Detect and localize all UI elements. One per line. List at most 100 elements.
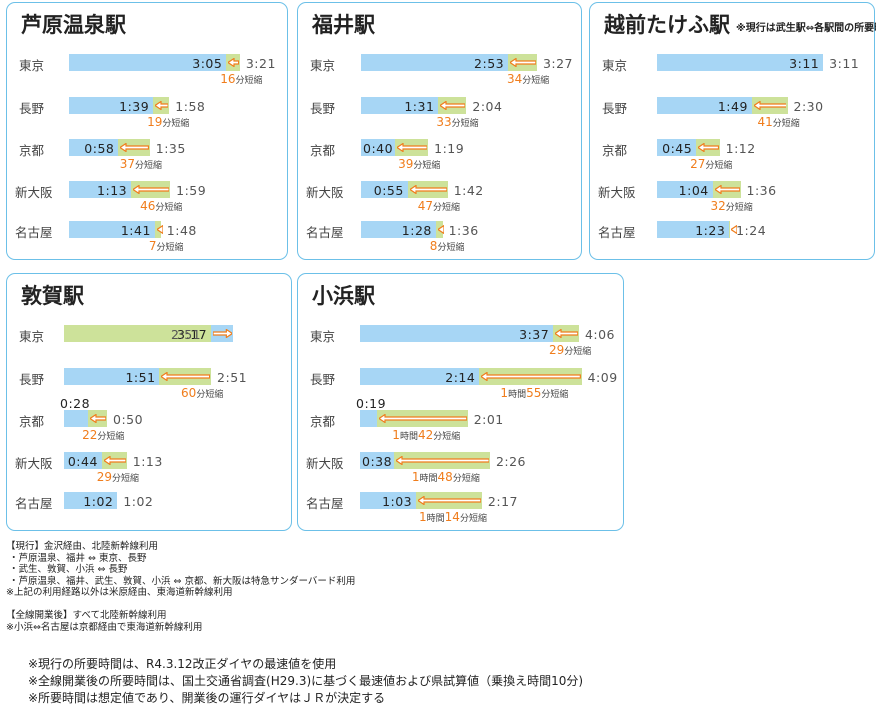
new-time-bar bbox=[64, 492, 118, 509]
panel-title: 越前たけふ駅 ※現行は武生駅⇔各駅間の所要時間 bbox=[604, 9, 876, 39]
new-time-bar bbox=[64, 452, 102, 469]
arrow-shape bbox=[395, 456, 489, 465]
arrow-shape bbox=[161, 372, 211, 381]
new-time-label: 0:28 bbox=[60, 396, 91, 411]
time-saved-label: 16分短縮 bbox=[220, 73, 262, 87]
arrow-glyph bbox=[103, 456, 126, 465]
category-label: 新大阪 bbox=[598, 185, 636, 200]
arrow-glyph bbox=[440, 101, 466, 110]
time-saved-label: 46分短縮 bbox=[140, 200, 182, 214]
new-time-label: 1:49 bbox=[717, 99, 748, 114]
shortening-arrow bbox=[378, 414, 467, 423]
shortening-arrow bbox=[228, 58, 239, 67]
arrow-shape bbox=[90, 414, 106, 423]
category-label: 名古屋 bbox=[306, 225, 344, 240]
current-time-label: 2:26 bbox=[495, 454, 527, 469]
arrow-glyph bbox=[155, 101, 169, 110]
new-time-bar bbox=[361, 97, 439, 114]
saved-minutes: 22 bbox=[82, 428, 98, 442]
saved-unit: 分短縮 bbox=[451, 119, 479, 129]
shortening-arrow bbox=[753, 101, 787, 110]
saved-minutes: 29 bbox=[548, 343, 565, 357]
new-time-bar bbox=[69, 139, 119, 156]
new-time-label: 0:45 bbox=[662, 141, 693, 156]
category-label: 新大阪 bbox=[306, 456, 344, 471]
new-time-label: 0:38 bbox=[362, 454, 393, 469]
saved-unit: 分短縮 bbox=[156, 243, 184, 253]
shortening-arrow bbox=[481, 372, 581, 381]
new-time-bar bbox=[361, 54, 509, 71]
new-time-label: 1:23 bbox=[695, 223, 726, 238]
shortening-arrow bbox=[437, 225, 444, 234]
time-saved-label: 37分短縮 bbox=[120, 158, 162, 172]
route-notes: 【現行】金沢経由、北陸新幹線利用 ・芦原温泉、福井 ⇔ 東京、長野 ・武生、敦賀… bbox=[6, 541, 356, 633]
time-saved-label: 8分短縮 bbox=[430, 240, 465, 254]
arrow-shape bbox=[120, 143, 149, 152]
shortening-arrow bbox=[418, 496, 481, 505]
saved-minutes: 16 bbox=[220, 72, 236, 86]
new-time-label: 1:31 bbox=[404, 99, 435, 114]
new-time-bar bbox=[657, 54, 824, 71]
new-time-label: 3:05 bbox=[192, 56, 223, 71]
saved-unit: 分短縮 bbox=[162, 119, 190, 129]
arrow-glyph bbox=[90, 414, 106, 423]
saved-minutes: 29 bbox=[96, 470, 113, 484]
new-time-bar bbox=[361, 181, 408, 198]
new-time-label: 1:02 bbox=[83, 494, 114, 509]
arrow-shape bbox=[213, 329, 233, 338]
saved-hours: 1 bbox=[500, 386, 509, 400]
new-time-bar bbox=[657, 139, 697, 156]
station-name: 小浜駅 bbox=[312, 284, 375, 308]
shortening-arrow bbox=[133, 185, 170, 194]
saved-minutes: 42 bbox=[417, 428, 434, 442]
current-time-label: 3:21 bbox=[245, 56, 276, 71]
saved-unit: 分短縮 bbox=[452, 474, 480, 484]
new-time-bar bbox=[361, 139, 395, 156]
panel-title: 福井駅 bbox=[312, 9, 375, 39]
saved-unit: 分短縮 bbox=[112, 474, 140, 484]
arrow-shape bbox=[510, 58, 536, 67]
category-label: 長野 bbox=[310, 101, 336, 116]
current-time-label: 1:19 bbox=[434, 141, 465, 156]
saved-minutes: 46 bbox=[140, 199, 156, 213]
new-time-label: 3:37 bbox=[519, 327, 550, 342]
current-time-label: 2:01 bbox=[473, 412, 504, 427]
category-label: 長野 bbox=[602, 101, 628, 116]
current-time-label: 0:50 bbox=[113, 412, 144, 427]
current-time-label: 1:42 bbox=[453, 183, 484, 198]
current-time-label: 1:58 bbox=[175, 99, 206, 114]
arrow-glyph bbox=[133, 185, 170, 194]
arrow-shape bbox=[555, 329, 578, 338]
arrow-glyph bbox=[555, 329, 578, 338]
category-label: 東京 bbox=[19, 329, 45, 344]
saved-unit: 分短縮 bbox=[725, 203, 753, 213]
time-saved-label: 1時間48分短縮 bbox=[412, 471, 480, 485]
current-time-bar bbox=[64, 325, 212, 342]
saved-unit: 分短縮 bbox=[459, 514, 487, 524]
time-saved-label: 29分短縮 bbox=[549, 344, 591, 358]
new-time-bar bbox=[69, 221, 155, 238]
arrow-glyph bbox=[397, 143, 428, 152]
saved-unit: 分短縮 bbox=[522, 76, 550, 86]
current-time-label: 1:13 bbox=[132, 454, 163, 469]
current-time-label: 4:06 bbox=[584, 327, 616, 342]
arrow-glyph bbox=[228, 58, 239, 67]
new-time-label: 2:14 bbox=[445, 370, 476, 385]
time-saved-label: 33分短縮 bbox=[436, 116, 478, 130]
new-time-label: 3:17 bbox=[177, 327, 208, 342]
current-time-label: 2:04 bbox=[472, 99, 503, 114]
shortening-arrow bbox=[440, 101, 466, 110]
new-time-label: 1:51 bbox=[125, 370, 156, 385]
arrow-shape bbox=[698, 143, 719, 152]
saved-minutes: 19 bbox=[147, 115, 163, 129]
new-time-bar bbox=[360, 325, 554, 342]
hours-unit: 時間 bbox=[508, 390, 527, 400]
new-time-label: 0:55 bbox=[373, 183, 404, 198]
arrow-glyph bbox=[418, 496, 481, 505]
hours-unit: 時間 bbox=[426, 514, 445, 524]
saved-unit: 分短縮 bbox=[196, 390, 224, 400]
arrow-shape bbox=[378, 414, 467, 423]
saved-minutes: 48 bbox=[437, 470, 453, 484]
station-panel: 敦賀駅 東京 3:17 2:51 長野 1:51 2:51 60分短縮 京都 0:28 0:50 22… bbox=[6, 273, 292, 531]
arrow-glyph bbox=[395, 456, 489, 465]
